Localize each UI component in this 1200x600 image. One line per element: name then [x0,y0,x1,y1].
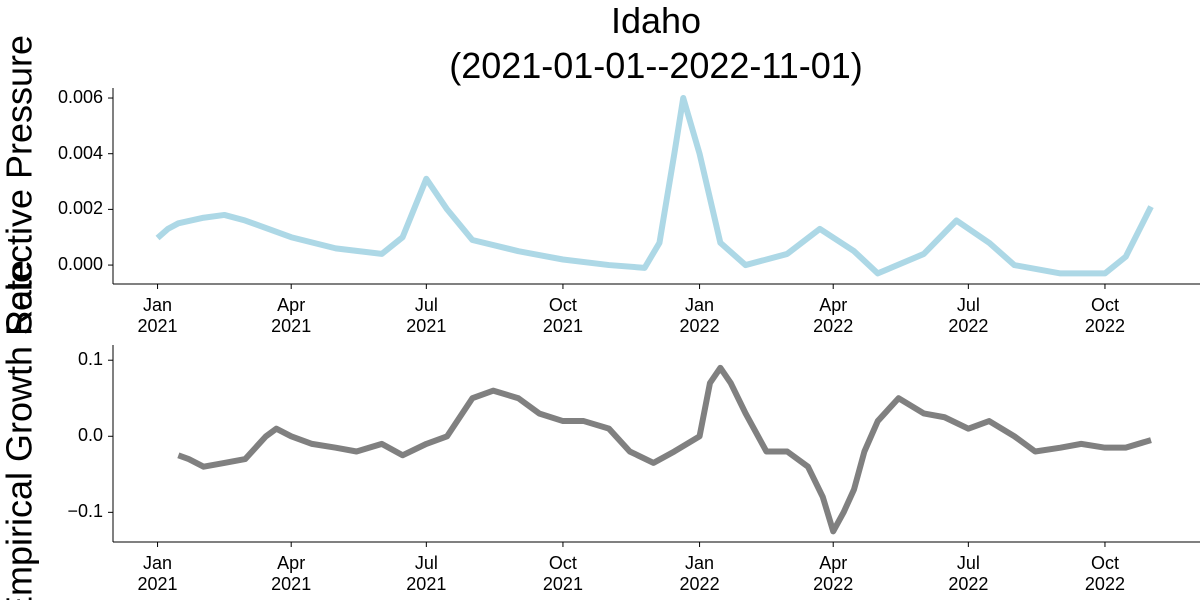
x-tick-label: Apr 2021 [271,553,312,594]
y-tick-label: 0.002 [57,198,103,219]
y-tick-label: 0.1 [77,349,103,370]
x-tick-label: Jan 2021 [137,295,178,336]
x-tick-label: Apr 2022 [813,295,854,336]
y-tick-label: 0.006 [57,87,103,108]
y-tick-label: −0.1 [67,501,103,522]
x-tick-label: Oct 2022 [1084,553,1125,594]
y-axis-label: Empirical Growth Rate [0,260,40,600]
x-tick-label: Oct 2021 [542,295,583,336]
x-tick-label: Apr 2021 [271,295,312,336]
x-tick-label: Jan 2022 [679,295,720,336]
y-tick-label: 0.0 [77,425,103,446]
x-tick-label: Jul 2022 [948,295,989,336]
y-tick-label: 0.000 [57,254,103,275]
x-tick-label: Jul 2021 [406,553,447,594]
y-axis-label: Selective Pressure [0,35,40,335]
chart-subtitle: (2021-01-01--2022-11-01) [449,45,863,86]
y-tick-label: 0.004 [57,142,103,163]
data-line [177,364,1152,535]
data-line [155,95,1154,277]
x-tick-label: Jul 2021 [406,295,447,336]
x-tick-label: Oct 2022 [1084,295,1125,336]
x-tick-label: Oct 2021 [542,553,583,594]
x-tick-label: Apr 2022 [813,553,854,594]
x-tick-label: Jan 2021 [137,553,178,594]
x-tick-label: Jan 2022 [679,553,720,594]
chart-title: Idaho [610,0,702,41]
x-tick-label: Jul 2022 [948,553,989,594]
